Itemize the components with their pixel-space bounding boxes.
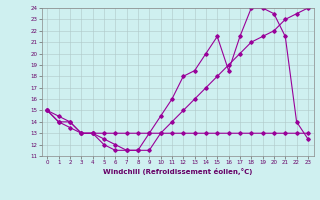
X-axis label: Windchill (Refroidissement éolien,°C): Windchill (Refroidissement éolien,°C) xyxy=(103,168,252,175)
